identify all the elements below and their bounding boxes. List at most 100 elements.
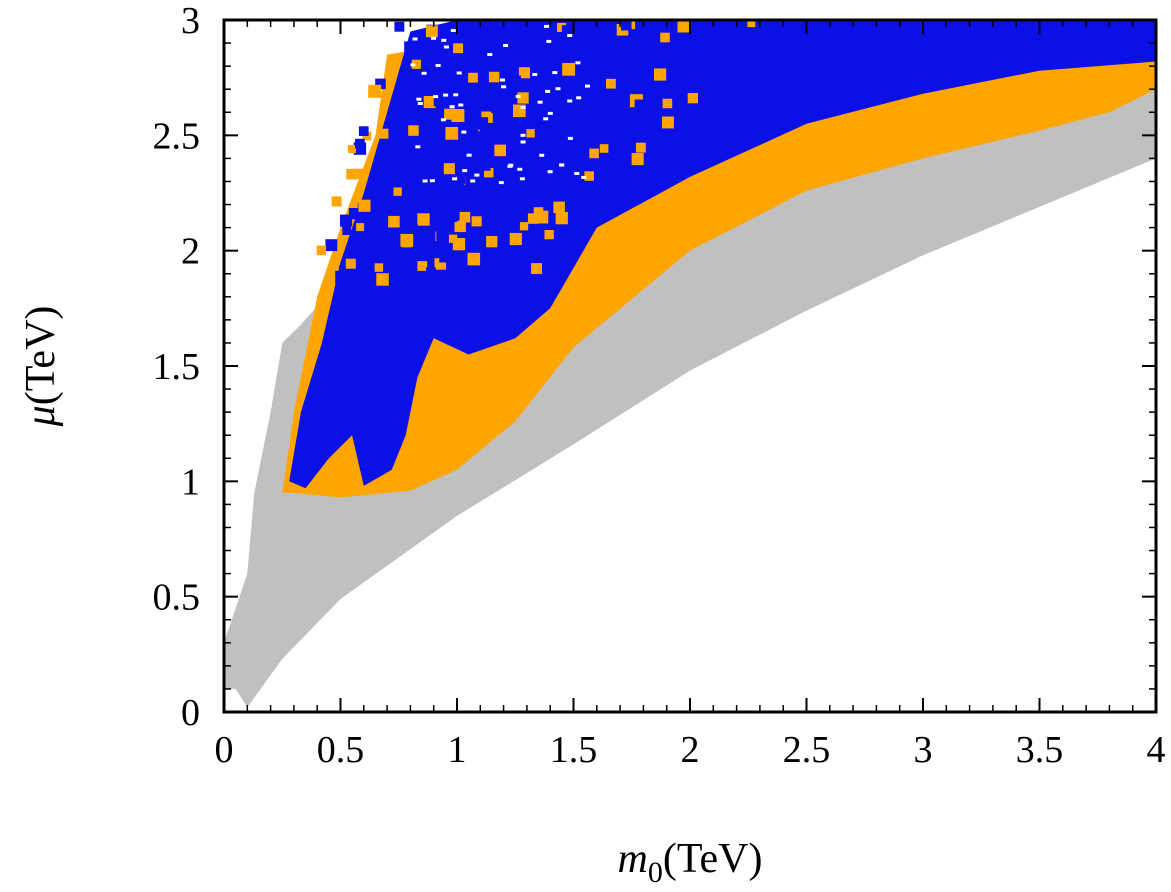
scatter-point — [465, 81, 474, 90]
scatter-point — [345, 258, 356, 269]
scatter-point — [347, 145, 356, 154]
scatter-gap — [559, 163, 565, 167]
scatter-point — [353, 168, 364, 179]
scatter-gap — [474, 173, 480, 177]
scatter-gap — [487, 53, 493, 56]
x-tick-label: 1 — [448, 729, 467, 771]
scatter-point — [642, 71, 652, 81]
scatter-point — [644, 105, 656, 118]
scatter-gap — [435, 64, 441, 67]
scatter-gap — [574, 172, 580, 175]
scatter-gap — [544, 24, 550, 28]
scatter-point — [600, 177, 609, 186]
y-axis-unit: (TeV) — [18, 306, 64, 406]
x-axis-title: m0(TeV) — [617, 836, 762, 889]
scatter-point — [491, 104, 500, 114]
scatter-point — [467, 252, 481, 266]
scatter-gap — [520, 140, 526, 144]
region-blue — [289, 20, 1156, 489]
x-tick-label: 2 — [681, 729, 700, 771]
scatter-point — [621, 20, 632, 31]
scatter-point — [355, 138, 365, 149]
x-axis-subscript: 0 — [648, 856, 663, 889]
scatter-point — [393, 187, 402, 196]
scatter-point — [433, 69, 443, 79]
y-axis-title: μ(TeV) — [18, 306, 64, 428]
scatter-point — [639, 45, 652, 58]
scatter-point — [359, 287, 370, 298]
scatter-point — [442, 98, 453, 109]
scatter-gap — [517, 167, 523, 171]
scatter-point — [547, 56, 556, 65]
scatter-point — [390, 278, 403, 292]
scatter-point — [561, 25, 573, 36]
scatter-point — [411, 59, 421, 69]
y-tick-label: 1 — [181, 461, 200, 503]
scatter-gap — [539, 153, 545, 157]
scatter-point — [484, 167, 494, 178]
scatter-gap — [532, 73, 538, 76]
scatter-point — [441, 80, 451, 90]
scatter-point — [647, 69, 660, 82]
scatter-point — [436, 230, 449, 243]
scatter-gap — [537, 100, 543, 104]
scatter-gap — [503, 44, 509, 47]
scatter-point — [412, 73, 423, 84]
scatter-point — [620, 129, 634, 142]
scatter-point — [557, 22, 567, 32]
scatter-gap — [585, 84, 590, 88]
scatter-point — [331, 196, 342, 207]
x-tick-label: 1.5 — [550, 729, 598, 771]
scatter-point — [482, 283, 495, 296]
scatter-gap — [567, 99, 573, 103]
scatter-gap — [417, 102, 423, 105]
scatter-point — [606, 78, 616, 89]
scatter-point — [453, 43, 463, 54]
scatter-point — [358, 126, 369, 136]
scatter-gap — [441, 38, 447, 42]
scatter-point — [519, 222, 529, 231]
scatter-point — [426, 267, 436, 278]
scatter-gap — [462, 169, 468, 173]
y-tick-label: 0 — [181, 692, 200, 734]
scatter-point — [375, 78, 386, 90]
scatter-point — [479, 126, 490, 137]
scatter-gap — [433, 95, 439, 99]
scatter-point — [632, 22, 644, 34]
scatter-point — [450, 57, 462, 68]
scatter-gap — [422, 179, 428, 183]
scatter-point — [474, 243, 485, 255]
scatter-gap — [410, 63, 416, 67]
scatter-point — [619, 156, 630, 167]
scatter-point — [448, 234, 458, 243]
scatter-point — [531, 263, 542, 274]
x-tick-labels: 0 0.5 1 1.5 2 2.5 3 3.5 4 — [215, 729, 1166, 771]
scatter-point — [316, 245, 327, 256]
scatter-point — [408, 125, 419, 136]
scatter-point — [404, 41, 417, 55]
scatter-point — [356, 223, 365, 232]
scatter-point — [662, 116, 674, 129]
scatter-point — [417, 213, 430, 226]
scatter-point — [555, 212, 568, 225]
scatter-point — [488, 71, 500, 83]
scatter-point — [552, 153, 562, 164]
scatter-point — [505, 220, 518, 233]
scatter-point — [378, 128, 389, 139]
scatter-point — [544, 230, 554, 240]
scatter-point — [656, 82, 668, 93]
scatter-gap — [470, 179, 476, 183]
axis-ticks — [223, 19, 1157, 713]
scatter-point — [584, 171, 594, 181]
scatter-gap — [507, 164, 513, 168]
scatter-gap — [543, 117, 549, 121]
scatter-point — [454, 132, 465, 143]
scatter-regions — [224, 20, 1156, 708]
scatter-point — [439, 252, 450, 263]
scatter-gap — [581, 175, 587, 179]
scatter-point — [423, 96, 436, 109]
scatter-gap — [466, 153, 472, 157]
scatter-point — [502, 250, 515, 262]
scatter-point — [631, 153, 644, 166]
scatter-point — [444, 108, 456, 120]
